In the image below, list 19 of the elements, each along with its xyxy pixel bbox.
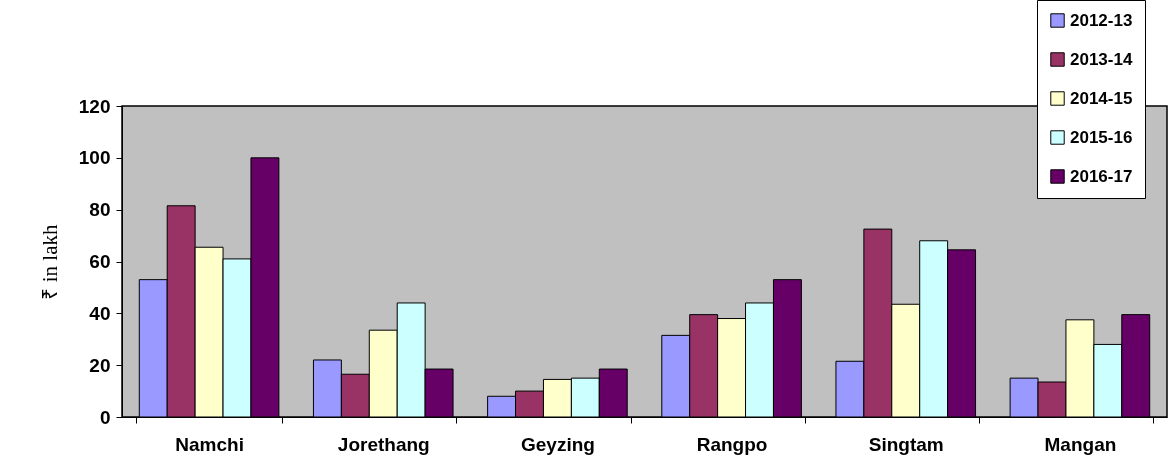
y-tick-label: 100 [78, 147, 111, 169]
legend-label: 2012-13 [1070, 10, 1133, 30]
y-tick-label: 120 [78, 95, 111, 117]
legend-label: 2014-15 [1070, 88, 1133, 108]
y-axis-title: ₹ in lakh [37, 224, 62, 300]
legend-label: 2015-16 [1070, 127, 1133, 147]
y-tick-label: 60 [89, 251, 111, 272]
y-tick-label: 20 [89, 354, 111, 376]
x-tick-label: Rangpo [696, 433, 768, 455]
x-tick-label: Geyzing [520, 433, 595, 455]
x-tick-label: Singtam [868, 433, 944, 455]
x-tick-label: Namchi [175, 433, 244, 455]
legend-label: 2013-14 [1070, 49, 1133, 69]
y-tick-label: 40 [89, 302, 111, 324]
legend-label: 2016-17 [1070, 166, 1133, 186]
y-tick-label: 0 [99, 406, 111, 428]
y-tick-label: 80 [89, 199, 111, 221]
x-tick-label: Jorethang [337, 433, 430, 455]
x-tick-label: Mangan [1044, 433, 1117, 455]
